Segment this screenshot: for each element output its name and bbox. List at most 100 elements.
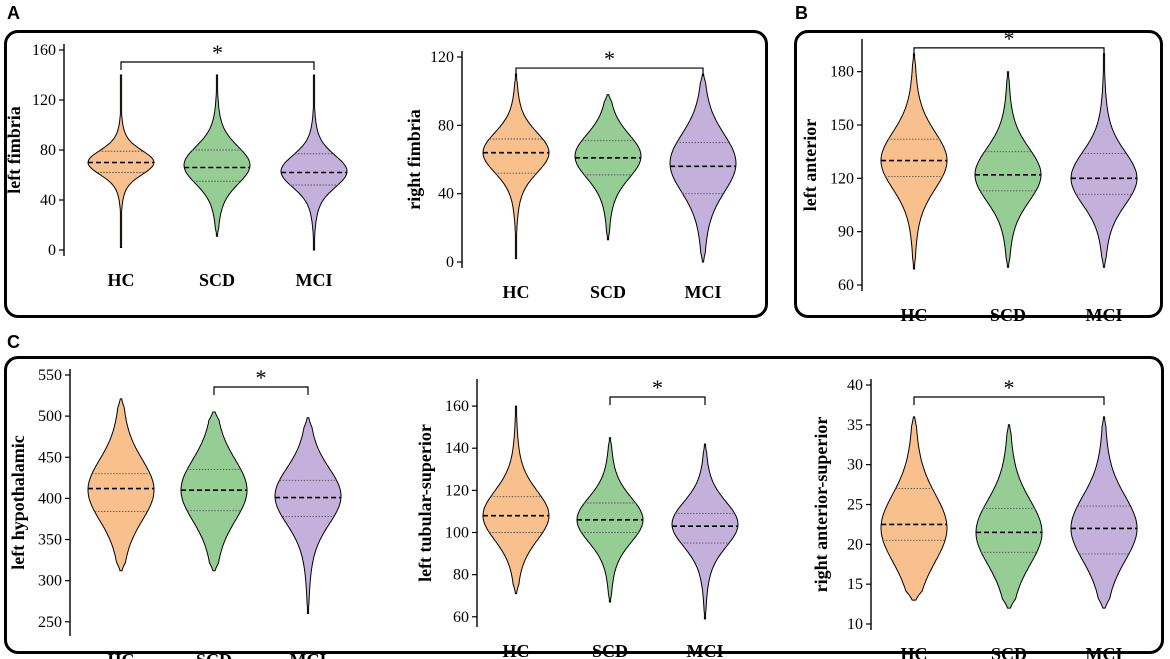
violin-mci [274, 417, 342, 614]
y-tick-label: 150 [830, 117, 854, 134]
category-label-hc: HC [503, 282, 530, 302]
significance-bracket [213, 386, 309, 395]
violin-chart-5: 60 80 100 120 140 160 left tubular-superior HC S… [415, 375, 739, 659]
significance-star: * [604, 46, 615, 71]
violin-scd [183, 74, 251, 237]
y-tick-label: 80 [438, 117, 454, 134]
violin-scd [180, 411, 248, 572]
y-tick-label: 300 [38, 573, 62, 590]
y-tick-label: 40 [40, 192, 56, 209]
y-axis-title: left tubular-superior [415, 424, 435, 582]
violin-scd [975, 424, 1043, 609]
category-label-scd: SCD [196, 650, 232, 659]
significance-bracket [913, 396, 1105, 405]
category-label-hc: HC [901, 644, 928, 659]
category-label-mci: MCI [685, 282, 722, 302]
y-tick-label: 120 [430, 49, 454, 66]
y-tick-label: 60 [453, 609, 469, 626]
y-tick-label: 10 [847, 616, 863, 633]
y-tick-label: 35 [847, 417, 863, 434]
significance-star: * [652, 375, 663, 400]
significance-star: * [212, 40, 223, 65]
y-tick-label: 250 [38, 614, 62, 631]
significance-star: * [1004, 375, 1015, 400]
y-tick-label: 40 [438, 186, 454, 203]
violin-hc [482, 405, 550, 595]
panel-c-frame [4, 356, 1164, 654]
panel-letter-c: C [7, 332, 20, 352]
significance-bracket [515, 67, 704, 77]
significance-bracket [120, 61, 315, 70]
y-tick-label: 500 [38, 408, 62, 425]
category-label-scd: SCD [990, 305, 1026, 325]
significance-bracket [913, 47, 1105, 56]
y-axis-title: left fimbria [4, 106, 24, 193]
category-label-hc: HC [108, 650, 135, 659]
y-tick-label: 90 [838, 224, 854, 241]
category-label-hc: HC [901, 305, 928, 325]
y-tick-label: 20 [847, 536, 863, 553]
y-tick-label: 180 [830, 64, 854, 81]
violin-hc [482, 73, 550, 260]
y-axis-title: left anterior [800, 119, 820, 211]
category-label-mci: MCI [1086, 644, 1123, 659]
y-tick-label: 120 [445, 482, 469, 499]
violin-chart-3: 60 90 120 150 180 left anterior HC SCD MCI * [800, 26, 1138, 325]
violin-chart-4: 250 300 350 400 450 500 550 left hypothalamic HC… [8, 365, 342, 659]
y-tick-label: 25 [847, 497, 863, 514]
y-tick-label: 160 [32, 42, 56, 59]
y-tick-label: 0 [48, 242, 56, 259]
y-tick-label: 160 [445, 398, 469, 415]
y-tick-label: 60 [838, 277, 854, 294]
y-axis-title: right fimbria [404, 109, 424, 210]
y-tick-label: 120 [32, 92, 56, 109]
y-tick-label: 140 [445, 440, 469, 457]
y-tick-label: 80 [453, 567, 469, 584]
panel-b-frame [794, 30, 1163, 318]
y-tick-label: 0 [446, 254, 454, 271]
panel-letter-a: A [7, 3, 20, 23]
violin-hc [87, 398, 155, 572]
violin-hc [880, 416, 948, 601]
y-tick-label: 80 [40, 142, 56, 159]
violin-chart-2: 0 40 80 120 right fimbria HC SCD MCI * [404, 46, 737, 302]
category-label-scd: SCD [199, 270, 235, 290]
panel-letter-b: B [795, 3, 808, 23]
violin-scd [974, 71, 1042, 268]
significance-star: * [1004, 26, 1015, 51]
violin-mci [1070, 416, 1138, 609]
violin-hc [880, 53, 948, 270]
y-tick-label: 450 [38, 449, 62, 466]
y-tick-label: 40 [847, 377, 863, 394]
violin-mci [1070, 53, 1138, 268]
panel-a-frame [4, 30, 768, 318]
violin-chart-1: 0 40 80 120 160 left fimbria HC SCD MCI * [4, 40, 348, 290]
violin-chart-6: 10 15 20 25 30 35 40 right anterior-superior HC S… [811, 375, 1138, 659]
y-tick-label: 30 [847, 457, 863, 474]
category-label-scd: SCD [592, 641, 628, 659]
violin-hc [87, 74, 155, 248]
category-label-mci: MCI [290, 650, 327, 659]
violin-mci [671, 443, 739, 620]
y-axis-title: right anterior-superior [811, 417, 831, 593]
significance-star: * [256, 365, 267, 390]
y-tick-label: 15 [847, 576, 863, 593]
y-tick-label: 550 [38, 367, 62, 384]
significance-bracket [609, 396, 706, 405]
category-label-mci: MCI [687, 641, 724, 659]
category-label-scd: SCD [590, 282, 626, 302]
y-axis-title: left hypothalamic [8, 435, 28, 570]
category-label-mci: MCI [1086, 305, 1123, 325]
category-label-hc: HC [503, 641, 530, 659]
violin-scd [574, 94, 642, 241]
category-label-scd: SCD [991, 644, 1027, 659]
category-label-mci: MCI [296, 270, 333, 290]
category-label-hc: HC [108, 270, 135, 290]
violin-mci [669, 73, 737, 263]
y-tick-label: 350 [38, 532, 62, 549]
y-tick-label: 100 [445, 525, 469, 542]
y-tick-label: 120 [830, 170, 854, 187]
violin-mci [280, 74, 348, 251]
y-tick-label: 400 [38, 490, 62, 507]
